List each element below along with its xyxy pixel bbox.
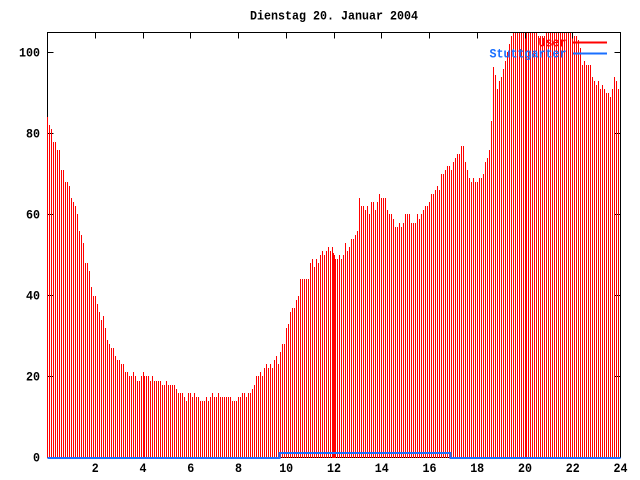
svg-text:20: 20 (518, 461, 532, 476)
svg-text:User: User (539, 36, 567, 51)
svg-text:14: 14 (375, 461, 389, 476)
svg-text:Stuttgarter: Stuttgarter (490, 46, 567, 61)
svg-text:12: 12 (327, 461, 341, 476)
svg-text:22: 22 (566, 461, 580, 476)
svg-text:Dienstag 20. Januar 2004: Dienstag 20. Januar 2004 (250, 9, 418, 24)
svg-text:2: 2 (92, 461, 99, 476)
svg-text:16: 16 (423, 461, 437, 476)
svg-text:24: 24 (614, 461, 628, 476)
svg-text:8: 8 (235, 461, 242, 476)
svg-text:40: 40 (26, 289, 40, 304)
svg-text:6: 6 (187, 461, 194, 476)
svg-text:10: 10 (279, 461, 293, 476)
svg-text:60: 60 (26, 208, 40, 223)
svg-text:20: 20 (26, 370, 40, 385)
svg-text:0: 0 (33, 451, 40, 466)
svg-text:80: 80 (26, 127, 40, 142)
svg-text:100: 100 (19, 46, 40, 61)
svg-text:18: 18 (470, 461, 484, 476)
svg-text:4: 4 (140, 461, 147, 476)
